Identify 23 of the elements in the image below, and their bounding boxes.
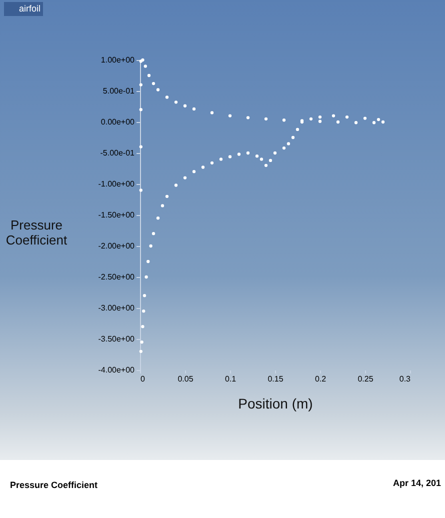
text: airfoil [19, 4, 41, 14]
y-tick-label: -2.00e+00 [98, 242, 136, 250]
y-tick-label: 0.00e+00 [100, 118, 136, 126]
y-tick-label: -4.00e+00 [98, 366, 136, 374]
x-tick-label: 0.25 [358, 374, 374, 384]
x-tick-label: 0.3 [399, 374, 412, 384]
x-tick-label: 0.1 [224, 374, 237, 384]
y-tick-label: 5.00e-01 [102, 86, 136, 96]
text: Pressure Coefficient [10, 480, 98, 490]
x-tick-label: 0.15 [268, 374, 284, 384]
x-tick-label: 0 [140, 374, 146, 384]
text: Apr 14, 201 [392, 478, 441, 488]
x-tick-label: 0.05 [178, 374, 194, 384]
y-tick-label: -1.00e+00 [98, 180, 136, 188]
y-tick-label: -3.50e+00 [98, 334, 136, 344]
x-axis-title: Position (m) [238, 396, 313, 412]
x-tick-label: 0.2 [314, 374, 327, 384]
y-tick-label: -2.50e+00 [98, 272, 136, 282]
y-tick-label: -5.00e-01 [100, 148, 136, 158]
y-tick-label: 1.00e+00 [100, 56, 136, 64]
y-tick-label: -1.50e+00 [98, 210, 136, 220]
y-tick-label: -3.00e+00 [98, 304, 136, 312]
y-axis-title: Pressure Coefficient [6, 218, 68, 248]
